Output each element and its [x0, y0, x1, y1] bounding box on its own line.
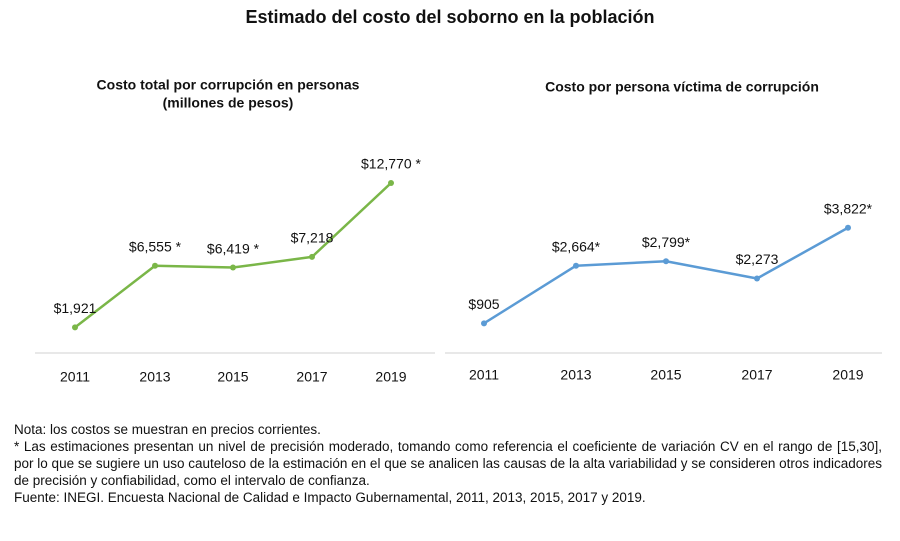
- data-label: $2,799*: [642, 234, 691, 250]
- data-label: $7,218: [291, 230, 334, 246]
- marker: [309, 253, 315, 260]
- marker: [152, 262, 158, 269]
- x-tick-label: 2013: [139, 369, 170, 385]
- x-tick-label: 2011: [60, 369, 90, 385]
- marker: [573, 262, 579, 269]
- chart-title: Costo total por corrupción en personas: [97, 77, 360, 93]
- marker: [481, 320, 487, 327]
- data-label: $2,273: [736, 251, 779, 267]
- x-tick-label: 2019: [832, 367, 863, 383]
- data-label: $12,770 *: [361, 156, 421, 172]
- charts: Estimado del costo del soborno en la pob…: [35, 7, 882, 385]
- data-label: $2,664*: [552, 238, 601, 254]
- main-title: Estimado del costo del soborno en la pob…: [245, 7, 654, 27]
- data-label: $1,921: [54, 300, 97, 316]
- note: Nota: los costos se muestran en precios …: [14, 422, 321, 437]
- x-tick-label: 2011: [469, 367, 499, 383]
- source: Fuente: INEGI. Encuesta Nacional de Cali…: [14, 490, 646, 505]
- data-label: $905: [468, 296, 499, 312]
- marker: [72, 324, 78, 331]
- marker: [754, 275, 760, 282]
- notes: Nota: los costos se muestran en precios …: [14, 421, 882, 506]
- x-tick-label: 2015: [217, 369, 248, 385]
- marker: [230, 264, 236, 271]
- x-tick-label: 2019: [375, 369, 406, 385]
- data-label: $3,822*: [824, 200, 873, 216]
- marker: [663, 258, 669, 265]
- data-label: $6,419 *: [207, 240, 260, 256]
- x-tick-label: 2017: [296, 369, 327, 385]
- chart-subtitle: (millones de pesos): [163, 95, 294, 111]
- chart-title: Costo por persona víctima de corrupción: [545, 79, 819, 95]
- x-tick-label: 2015: [650, 367, 681, 383]
- data-label: $6,555 *: [129, 238, 182, 254]
- note: * Las estimaciones presentan un nivel de…: [14, 439, 882, 488]
- x-tick-label: 2013: [560, 367, 591, 383]
- x-tick-label: 2017: [741, 367, 772, 383]
- marker: [388, 179, 394, 186]
- marker: [845, 224, 851, 231]
